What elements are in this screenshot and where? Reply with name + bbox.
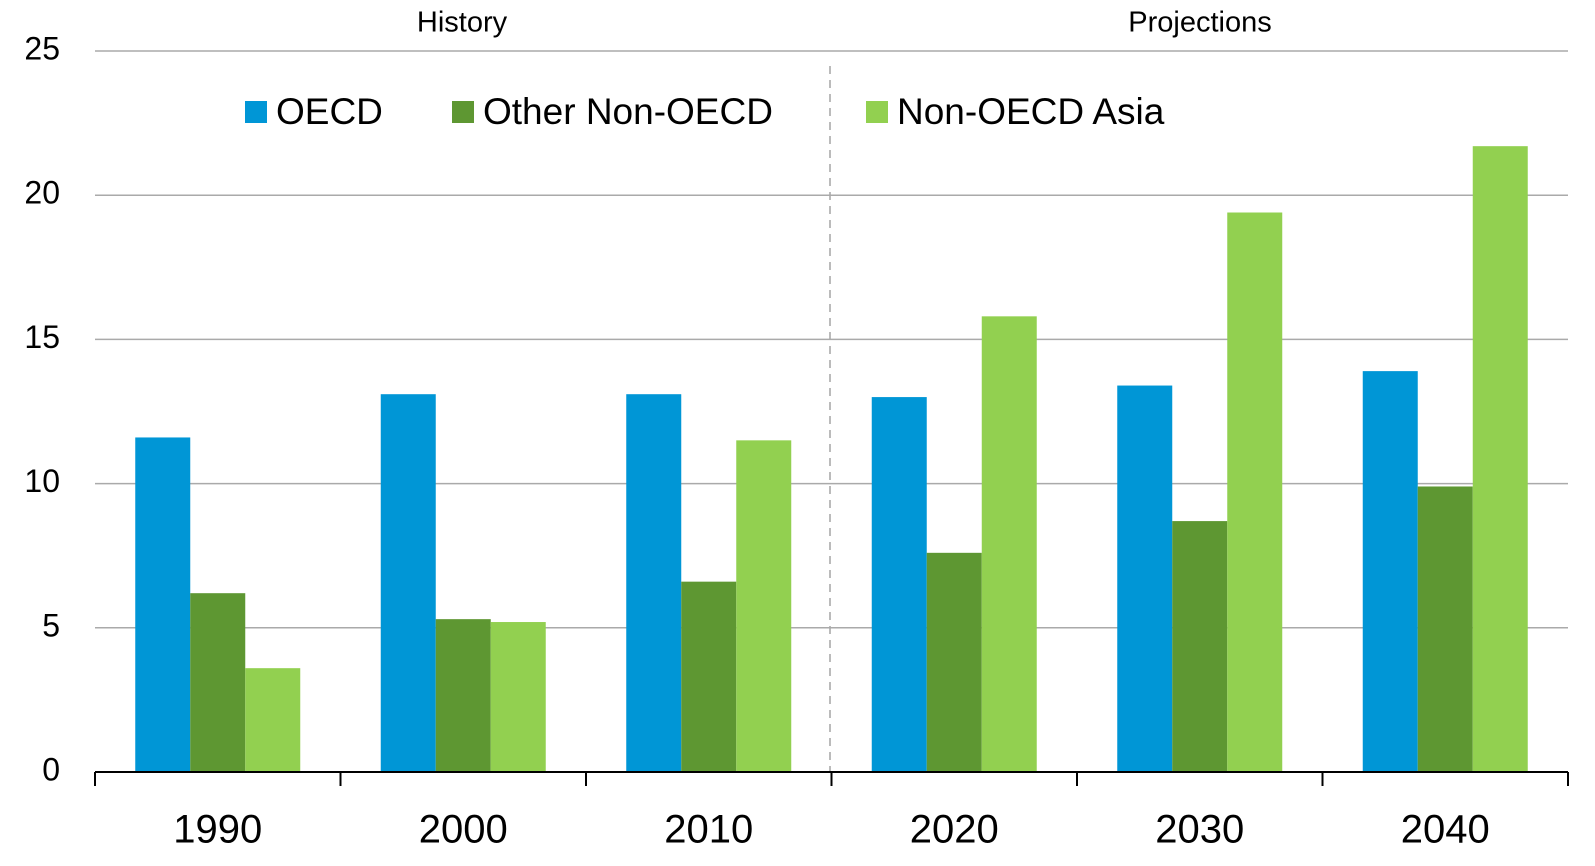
bar [490, 622, 546, 772]
bar [1227, 212, 1283, 772]
bar [736, 440, 792, 772]
y-tick-label: 10 [24, 463, 60, 499]
x-tick-label: 2020 [910, 808, 999, 852]
y-tick-label: 5 [42, 607, 60, 643]
legend-label: Other Non-OECD [483, 91, 773, 132]
bar [190, 593, 246, 772]
bar [135, 437, 191, 772]
y-tick-label: 0 [42, 751, 60, 787]
x-tick-label: 2010 [664, 808, 753, 852]
legend-swatch [866, 101, 888, 123]
bar [1417, 486, 1473, 772]
legend-label: Non-OECD Asia [897, 91, 1165, 132]
x-tick-label: 2000 [419, 808, 508, 852]
annotation: History [417, 7, 508, 39]
bar [1172, 521, 1228, 772]
x-tick-label: 1990 [173, 808, 262, 852]
legend-swatch [245, 101, 267, 123]
bar [1472, 146, 1528, 772]
x-tick-label: 2040 [1401, 808, 1490, 852]
bar [871, 397, 927, 772]
bar [926, 552, 982, 772]
bar [1362, 371, 1418, 772]
legend-label: OECD [276, 91, 383, 132]
annotation: Projections [1128, 7, 1271, 39]
bar [681, 581, 737, 772]
y-tick-label: 15 [24, 319, 60, 355]
bar [380, 394, 436, 772]
bar [435, 619, 491, 772]
bar [1117, 385, 1173, 772]
y-tick-label: 20 [24, 175, 60, 211]
bar [245, 668, 301, 772]
bar [626, 394, 682, 772]
x-tick-label: 2030 [1155, 808, 1244, 852]
y-tick-label: 25 [24, 30, 60, 66]
legend-swatch [452, 101, 474, 123]
bar [981, 316, 1037, 772]
